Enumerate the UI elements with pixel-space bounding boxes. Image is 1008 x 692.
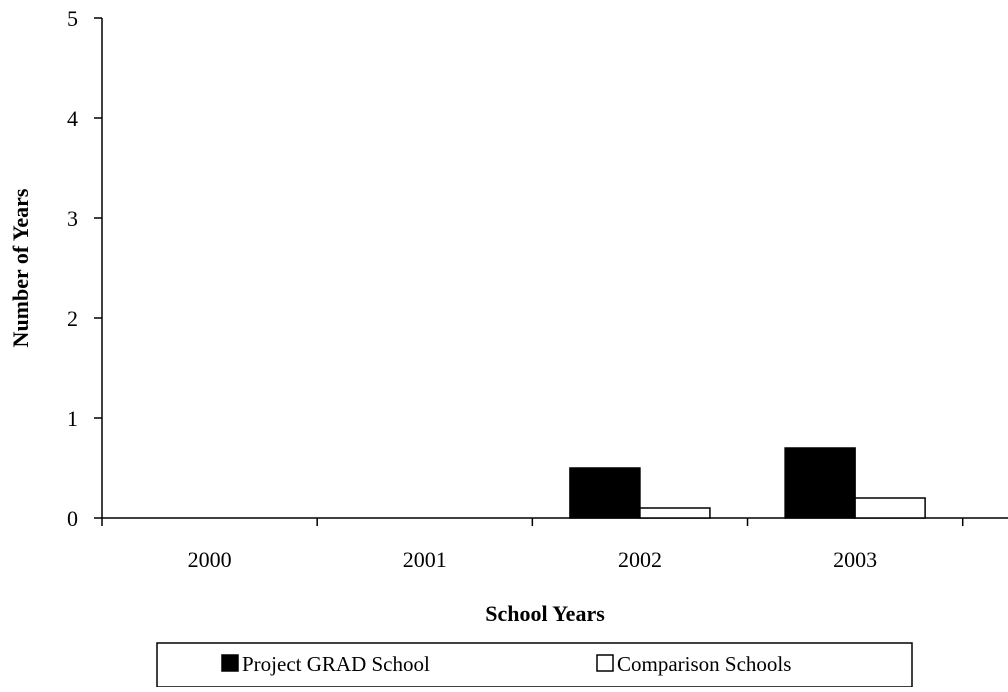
x-axis-title: School Years	[485, 601, 605, 626]
bar-comparison-2003	[854, 497, 926, 519]
x-tick-labels: 2000 2001 2002 2003	[188, 547, 878, 572]
legend-swatch-project-grad	[221, 654, 239, 672]
x-tick-label-2003: 2003	[833, 547, 877, 572]
legend: Project GRAD School Comparison Schools	[156, 642, 913, 688]
y-ticks	[94, 17, 102, 519]
bar-project-grad-2002	[569, 467, 641, 519]
y-tick-label-2: 2	[67, 306, 78, 331]
legend-box	[156, 642, 913, 688]
bar-project-grad-2003	[784, 447, 856, 519]
y-tick-label-0: 0	[67, 506, 78, 531]
y-tick-label-3: 3	[67, 206, 78, 231]
legend-label-comparison: Comparison Schools	[617, 652, 791, 676]
y-tick-label-4: 4	[67, 106, 78, 131]
y-axis-title: Number of Years	[8, 188, 33, 347]
x-tick-label-2000: 2000	[188, 547, 232, 572]
x-tick-label-2001: 2001	[403, 547, 447, 572]
y-tick-label-1: 1	[67, 406, 78, 431]
y-tick-labels: 0 1 2 3 4 5	[67, 6, 78, 531]
x-tick-label-2002: 2002	[618, 547, 662, 572]
y-tick-label-5: 5	[67, 6, 78, 31]
axes	[101, 18, 1008, 519]
x-ticks	[101, 518, 964, 526]
legend-swatch-comparison	[596, 654, 614, 672]
bar-comparison-2002	[639, 507, 711, 519]
bars	[569, 447, 926, 519]
legend-label-project-grad: Project GRAD School	[242, 652, 430, 676]
